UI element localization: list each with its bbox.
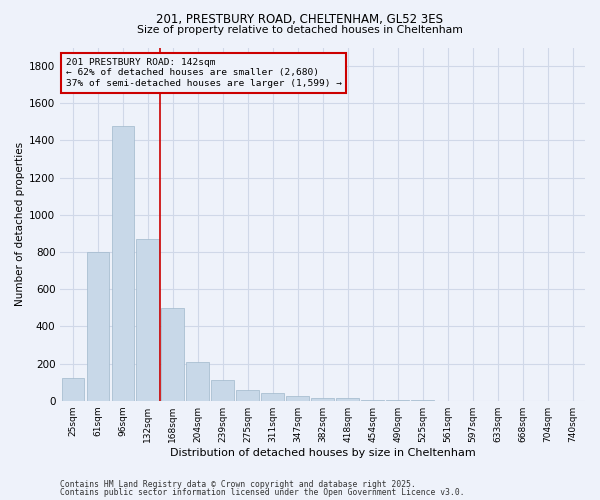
Bar (211, 380, 234, 400)
Bar (187, 362, 209, 401)
Bar (236, 390, 259, 400)
Bar (161, 308, 184, 400)
Bar (337, 398, 359, 400)
Bar (262, 394, 284, 400)
Text: Contains HM Land Registry data © Crown copyright and database right 2025.: Contains HM Land Registry data © Crown c… (60, 480, 416, 489)
Text: 201 PRESTBURY ROAD: 142sqm
← 62% of detached houses are smaller (2,680)
37% of s: 201 PRESTBURY ROAD: 142sqm ← 62% of deta… (65, 58, 341, 88)
Bar (286, 396, 309, 400)
Bar (112, 126, 134, 400)
Text: Contains public sector information licensed under the Open Government Licence v3: Contains public sector information licen… (60, 488, 464, 497)
Bar (136, 239, 159, 400)
Text: Size of property relative to detached houses in Cheltenham: Size of property relative to detached ho… (137, 25, 463, 35)
Y-axis label: Number of detached properties: Number of detached properties (15, 142, 25, 306)
Bar (86, 252, 109, 400)
X-axis label: Distribution of detached houses by size in Cheltenham: Distribution of detached houses by size … (170, 448, 476, 458)
Bar (311, 398, 334, 400)
Text: 201, PRESTBURY ROAD, CHELTENHAM, GL52 3ES: 201, PRESTBURY ROAD, CHELTENHAM, GL52 3E… (157, 12, 443, 26)
Bar (62, 378, 84, 400)
